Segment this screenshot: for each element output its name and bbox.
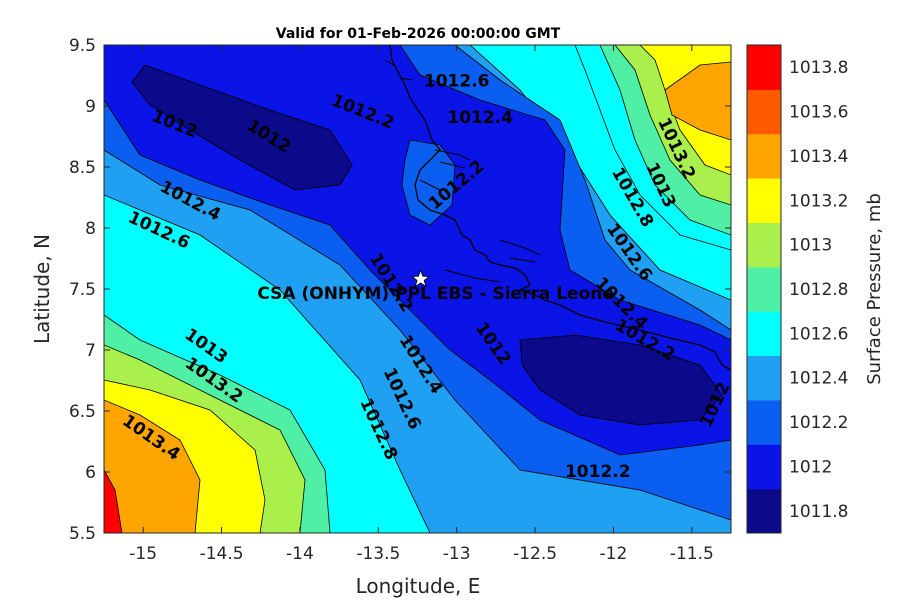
x-tick-label: -14 — [286, 544, 314, 564]
contour-band-1011.8-east — [519, 334, 723, 426]
y-tick-label: 8.5 — [69, 158, 96, 178]
colorbar-swatch — [747, 399, 781, 445]
colorbar-tick-label: 1012.4 — [789, 369, 848, 389]
contour-label: 1012.4 — [447, 108, 513, 128]
x-tick-label: -15 — [129, 544, 157, 564]
map-title: Valid for 01-Feb-2026 00:00:00 GMT — [276, 26, 561, 42]
x-tick-label: -12.5 — [513, 544, 557, 564]
colorbar-tick-label: 1013.6 — [789, 103, 848, 123]
colorbar-tick-label: 1013.8 — [789, 58, 848, 78]
colorbar-tick-label: 1012 — [789, 457, 832, 477]
x-tick-label: -11.5 — [670, 544, 714, 564]
contour-band-1013.4 — [104, 399, 201, 533]
colorbar-tick-label: 1011.8 — [789, 502, 848, 522]
colorbar-swatch — [747, 178, 781, 223]
coastline — [389, 45, 731, 371]
colorbar-swatch — [747, 444, 781, 490]
x-tick-label: -12 — [600, 544, 628, 564]
colorbar-tick-label: 1013 — [789, 236, 832, 256]
colorbar-swatch — [747, 488, 781, 534]
y-tick-label: 7.5 — [69, 280, 96, 300]
colorbar-tick-label: 1013.4 — [789, 147, 848, 167]
contour-label: 1012.6 — [424, 72, 490, 92]
y-tick-label: 9 — [85, 97, 96, 117]
x-tick-label: -14.5 — [200, 544, 244, 564]
colorbar-label: Surface Pressure, mb — [864, 193, 885, 385]
star-icon — [411, 269, 431, 288]
x-axis-label: Longitude, E — [356, 574, 481, 598]
colorbar-swatch — [747, 311, 781, 357]
coastline-islands — [384, 59, 541, 283]
colorbar-swatch — [747, 89, 781, 135]
colorbar-swatch — [747, 355, 781, 401]
contour-band-1011.8 — [131, 64, 353, 191]
y-tick-label: 6 — [85, 463, 96, 483]
x-tick-label: -13.5 — [356, 544, 400, 564]
y-axis-ticks: 5.5 6 6.5 7 7.5 8 8.5 9 9.5 — [69, 36, 731, 544]
y-tick-label: 6.5 — [69, 402, 96, 422]
y-tick-label: 9.5 — [69, 36, 96, 56]
x-axis-ticks: -15 -14.5 -14 -13.5 -13 -12.5 -12 -11.5 — [129, 45, 714, 564]
y-tick-label: 5.5 — [69, 524, 96, 544]
colorbar-frame — [746, 44, 782, 534]
colorbar-tick-label: 1012.8 — [789, 280, 848, 300]
colorbar: 1011.8 1012 1012.2 1012.4 1012.6 1012.8 1013 10… — [746, 44, 848, 534]
colorbar-tick-label: 1012.2 — [789, 413, 848, 433]
y-tick-label: 8 — [85, 219, 96, 239]
y-tick-label: 7 — [85, 341, 96, 361]
contour-band-1013.6 — [104, 469, 123, 533]
colorbar-swatch — [747, 266, 781, 312]
colorbar-swatch — [747, 45, 781, 90]
colorbar-tick-label: 1013.2 — [789, 191, 848, 211]
contour-band-1013.4-ne — [664, 61, 731, 141]
y-axis-label: Latitude, N — [30, 234, 54, 344]
colorbar-swatch — [747, 222, 781, 268]
station-label: CSA (ONHYM) PPL EBS - Sierra Leone — [257, 284, 614, 304]
x-tick-label: -13 — [443, 544, 471, 564]
contour-label: 1012.2 — [565, 462, 631, 482]
colorbar-tick-label: 1012.6 — [789, 324, 848, 344]
colorbar-swatch — [747, 133, 781, 179]
